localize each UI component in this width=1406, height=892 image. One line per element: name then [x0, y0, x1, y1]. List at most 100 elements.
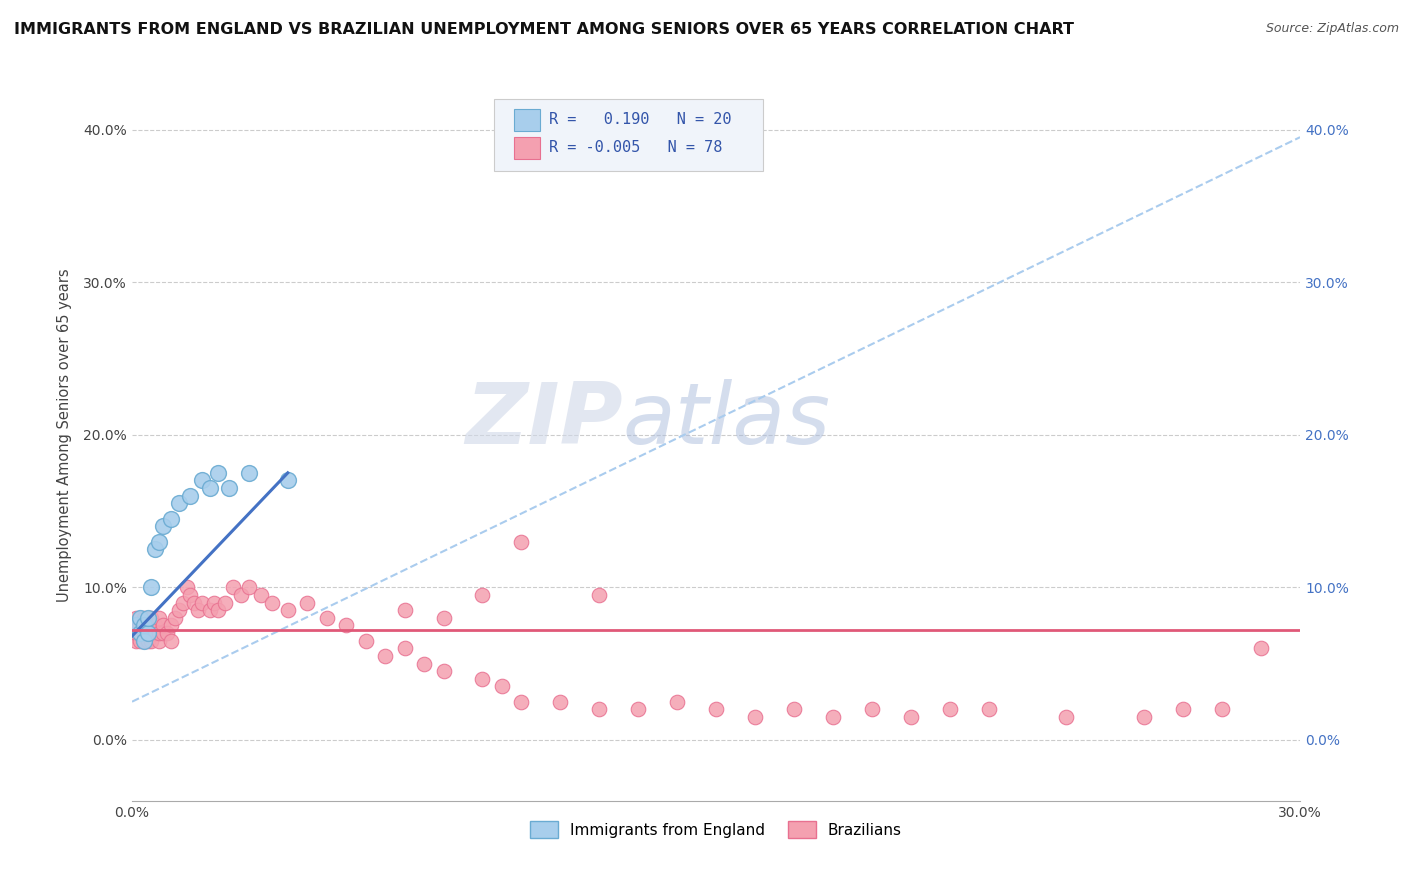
Point: [335, 618, 357, 632]
Point: [413, 657, 436, 671]
Point: [394, 603, 416, 617]
Point: [821, 710, 844, 724]
Point: [145, 618, 167, 632]
Text: R =   0.190   N = 20: R = 0.190 N = 20: [548, 112, 731, 128]
Point: [471, 588, 494, 602]
Point: [550, 695, 572, 709]
Point: [704, 702, 727, 716]
Point: [1133, 710, 1156, 724]
Text: R = -0.005   N = 78: R = -0.005 N = 78: [548, 140, 723, 155]
Bar: [515, 136, 540, 159]
Point: [141, 626, 163, 640]
Point: [125, 618, 148, 632]
Point: [179, 489, 201, 503]
Point: [1056, 710, 1078, 724]
Point: [471, 672, 494, 686]
Point: [152, 626, 174, 640]
Point: [160, 511, 183, 525]
Point: [588, 702, 610, 716]
Point: [167, 496, 190, 510]
FancyBboxPatch shape: [494, 99, 763, 171]
Point: [354, 633, 377, 648]
Point: [202, 595, 225, 609]
Point: [128, 626, 150, 640]
Point: [198, 481, 221, 495]
Point: [207, 603, 229, 617]
Point: [627, 702, 650, 716]
Point: [141, 633, 163, 648]
Point: [783, 702, 806, 716]
Point: [125, 626, 148, 640]
Point: [163, 611, 186, 625]
Bar: [515, 109, 540, 131]
Point: [249, 588, 271, 602]
Point: [262, 595, 284, 609]
Point: [297, 595, 319, 609]
Point: [229, 588, 252, 602]
Point: [214, 595, 236, 609]
Point: [148, 611, 170, 625]
Point: [160, 618, 183, 632]
Point: [128, 633, 150, 648]
Point: [1211, 702, 1233, 716]
Point: [860, 702, 883, 716]
Point: [394, 641, 416, 656]
Point: [148, 534, 170, 549]
Point: [156, 626, 179, 640]
Point: [132, 626, 155, 640]
Point: [238, 466, 260, 480]
Point: [191, 595, 214, 609]
Point: [136, 618, 159, 632]
Point: [432, 664, 454, 678]
Point: [179, 588, 201, 602]
Point: [191, 474, 214, 488]
Point: [145, 542, 167, 557]
Point: [125, 633, 148, 648]
Point: [132, 633, 155, 648]
Point: [666, 695, 689, 709]
Point: [510, 695, 533, 709]
Point: [1173, 702, 1195, 716]
Point: [744, 710, 766, 724]
Point: [374, 648, 396, 663]
Point: [141, 611, 163, 625]
Point: [432, 611, 454, 625]
Point: [132, 633, 155, 648]
Point: [125, 611, 148, 625]
Point: [125, 618, 148, 632]
Point: [136, 626, 159, 640]
Point: [132, 618, 155, 632]
Point: [277, 474, 299, 488]
Point: [136, 611, 159, 625]
Y-axis label: Unemployment Among Seniors over 65 years: Unemployment Among Seniors over 65 years: [58, 268, 72, 601]
Point: [510, 534, 533, 549]
Point: [145, 626, 167, 640]
Text: Source: ZipAtlas.com: Source: ZipAtlas.com: [1265, 22, 1399, 36]
Legend: Immigrants from England, Brazilians: Immigrants from England, Brazilians: [524, 814, 908, 845]
Point: [148, 626, 170, 640]
Point: [218, 481, 240, 495]
Point: [148, 633, 170, 648]
Point: [315, 611, 337, 625]
Point: [491, 680, 513, 694]
Point: [207, 466, 229, 480]
Point: [222, 580, 245, 594]
Point: [1250, 641, 1272, 656]
Point: [187, 603, 209, 617]
Point: [152, 519, 174, 533]
Point: [132, 618, 155, 632]
Point: [900, 710, 922, 724]
Point: [238, 580, 260, 594]
Point: [128, 611, 150, 625]
Point: [176, 580, 198, 594]
Text: IMMIGRANTS FROM ENGLAND VS BRAZILIAN UNEMPLOYMENT AMONG SENIORS OVER 65 YEARS CO: IMMIGRANTS FROM ENGLAND VS BRAZILIAN UNE…: [14, 22, 1074, 37]
Text: ZIP: ZIP: [465, 378, 623, 461]
Point: [167, 603, 190, 617]
Text: atlas: atlas: [623, 378, 831, 461]
Point: [128, 618, 150, 632]
Point: [152, 618, 174, 632]
Point: [977, 702, 1000, 716]
Point: [141, 580, 163, 594]
Point: [938, 702, 960, 716]
Point: [277, 603, 299, 617]
